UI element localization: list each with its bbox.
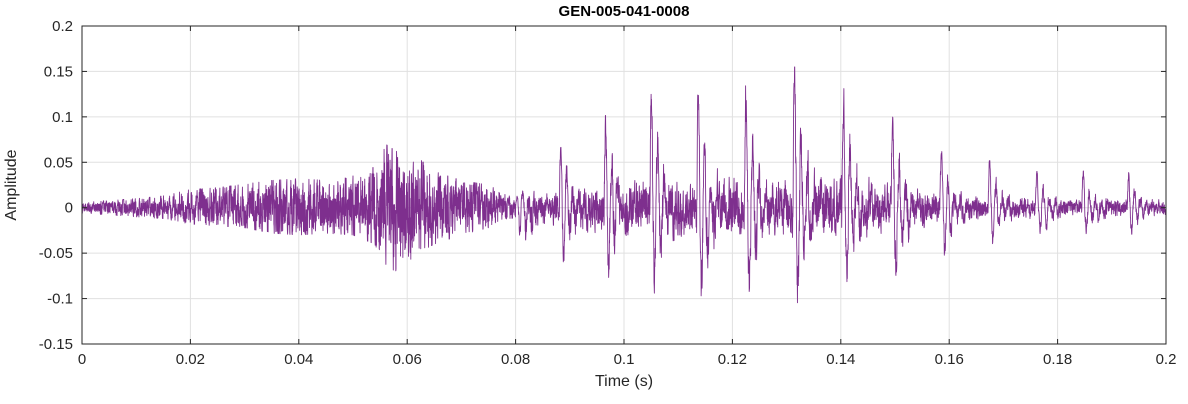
waveform-line	[81, 66, 1167, 304]
y-tick-label: 0.05	[44, 154, 73, 171]
y-tick-label: 0	[65, 200, 73, 217]
x-axis-label: Time (s)	[595, 373, 653, 390]
x-tick-label: 0.04	[284, 351, 313, 368]
y-axis-label: Amplitude	[3, 149, 20, 220]
y-tick-label: -0.1	[47, 291, 73, 308]
y-tick-label: 0.15	[44, 63, 73, 80]
x-tick-label: 0	[78, 351, 86, 368]
x-tick-label: 0.1	[614, 351, 635, 368]
y-tick-label: 0.1	[52, 109, 73, 126]
y-tick-label: 0.2	[52, 18, 73, 35]
x-tick-label: 0.2	[1156, 351, 1177, 368]
y-tick-label: -0.05	[39, 245, 73, 262]
x-tick-label: 0.06	[393, 351, 422, 368]
x-tick-label: 0.12	[718, 351, 747, 368]
axis-ticks: 0 0.02 0.04 0.06 0.08 0.1 0.12 0.14 0.16 0.18 0.2 -…	[39, 18, 1177, 368]
chart-title: GEN-005-041-0008	[559, 3, 690, 20]
x-tick-label: 0.02	[176, 351, 205, 368]
x-tick-label: 0.18	[1043, 351, 1072, 368]
x-tick-label: 0.14	[826, 351, 855, 368]
y-tick-label: -0.15	[39, 336, 73, 353]
x-tick-label: 0.08	[501, 351, 530, 368]
grid-lines	[81, 25, 1167, 345]
x-tick-label: 0.16	[935, 351, 964, 368]
